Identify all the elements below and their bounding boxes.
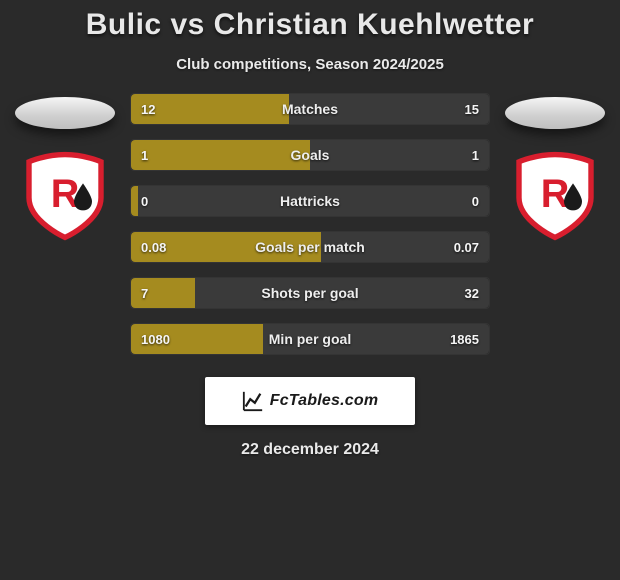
watermark-text: FcTables.com (270, 392, 379, 410)
date-text: 22 december 2024 (0, 441, 620, 459)
bar-right-segment (310, 140, 489, 170)
bar-row: 732Shots per goal (130, 277, 490, 309)
left-side: R (10, 93, 120, 241)
comparison-layout: R 1215Matches 11Goals 00Hattricks 0.080.07G… (0, 93, 620, 355)
bar-row: 10801865Min per goal (130, 323, 490, 355)
bar-row: 1215Matches (130, 93, 490, 125)
bar-right-segment (138, 186, 489, 216)
bar-right-segment (195, 278, 489, 308)
player1-photo (15, 97, 115, 129)
player1-name: Bulic (86, 8, 162, 41)
bar-row: 11Goals (130, 139, 490, 171)
bar-left-segment (131, 94, 289, 124)
bar-right-segment (263, 324, 489, 354)
bar-left-segment (131, 232, 321, 262)
shield-icon: R (510, 151, 600, 241)
vs-text: vs (170, 8, 204, 41)
bar-left-segment (131, 278, 195, 308)
subtitle: Club competitions, Season 2024/2025 (0, 56, 620, 73)
right-side: R (500, 93, 610, 241)
player1-club-logo: R (20, 151, 110, 241)
club-letter: R (541, 172, 570, 216)
infographic-root: Bulic vs Christian Kuehlwetter Club comp… (0, 0, 620, 459)
page-title: Bulic vs Christian Kuehlwetter (0, 8, 620, 42)
player2-club-logo: R (510, 151, 600, 241)
bar-left-segment (131, 324, 263, 354)
bar-right-segment (321, 232, 489, 262)
bar-right-segment (289, 94, 489, 124)
bars-column: 1215Matches 11Goals 00Hattricks 0.080.07Goa… (130, 93, 490, 355)
bar-left-segment (131, 140, 310, 170)
chart-icon (242, 390, 264, 412)
shield-icon: R (20, 151, 110, 241)
bar-left-segment (131, 186, 138, 216)
bar-row: 0.080.07Goals per match (130, 231, 490, 263)
club-letter: R (51, 172, 80, 216)
player2-photo (505, 97, 605, 129)
player2-name: Christian Kuehlwetter (214, 8, 535, 41)
watermark: FcTables.com (205, 377, 415, 425)
bar-row: 00Hattricks (130, 185, 490, 217)
